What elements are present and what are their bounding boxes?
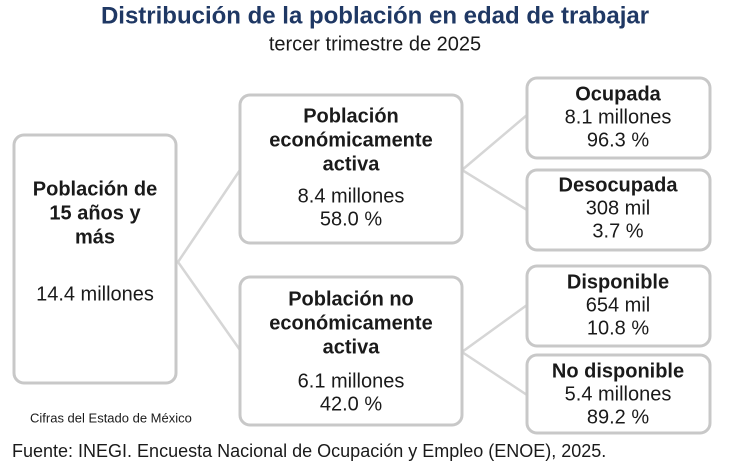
node-label: económicamente (269, 312, 432, 334)
node-box (525, 168, 712, 252)
node-value: 3.7 % (592, 220, 643, 242)
node-label: económicamente (269, 129, 432, 151)
node-label: Ocupada (575, 83, 661, 105)
node-box (12, 133, 178, 385)
node-value: 8.1 millones (565, 106, 672, 128)
node-value: 5.4 millones (565, 383, 672, 405)
node-label: activa (323, 153, 381, 175)
node-box (525, 76, 712, 160)
title: Distribución de la población en edad de … (101, 2, 649, 29)
node-label: Población de (33, 178, 157, 200)
node-label: más (75, 226, 115, 248)
node-label: 15 años y (49, 202, 141, 224)
node-label: No disponible (552, 360, 684, 382)
node-value: 89.2 % (587, 406, 649, 428)
node-box (238, 275, 464, 427)
source: Fuente: INEGI. Encuesta Nacional de Ocup… (12, 441, 606, 461)
node-label: Desocupada (559, 174, 679, 196)
node-label: Disponible (567, 271, 669, 293)
node-value: 58.0 % (320, 208, 382, 230)
node-label: Población (303, 105, 399, 127)
node-value: 8.4 millones (298, 185, 405, 207)
node-label: Población no (288, 288, 414, 310)
node-value: 6.1 millones (298, 370, 405, 392)
subtitle: tercer trimestre de 2025 (269, 33, 481, 55)
node-value: 96.3 % (587, 129, 649, 151)
node-value: 10.8 % (587, 317, 649, 339)
node-value: 308 mil (586, 197, 650, 219)
node-box (525, 264, 712, 348)
node-box (238, 93, 464, 245)
note: Cifras del Estado de México (30, 410, 192, 425)
node-box (525, 353, 712, 435)
node-value: 14.4 millones (36, 283, 154, 305)
node-label: activa (323, 336, 381, 358)
node-value: 654 mil (586, 294, 650, 316)
node-value: 42.0 % (320, 393, 382, 415)
